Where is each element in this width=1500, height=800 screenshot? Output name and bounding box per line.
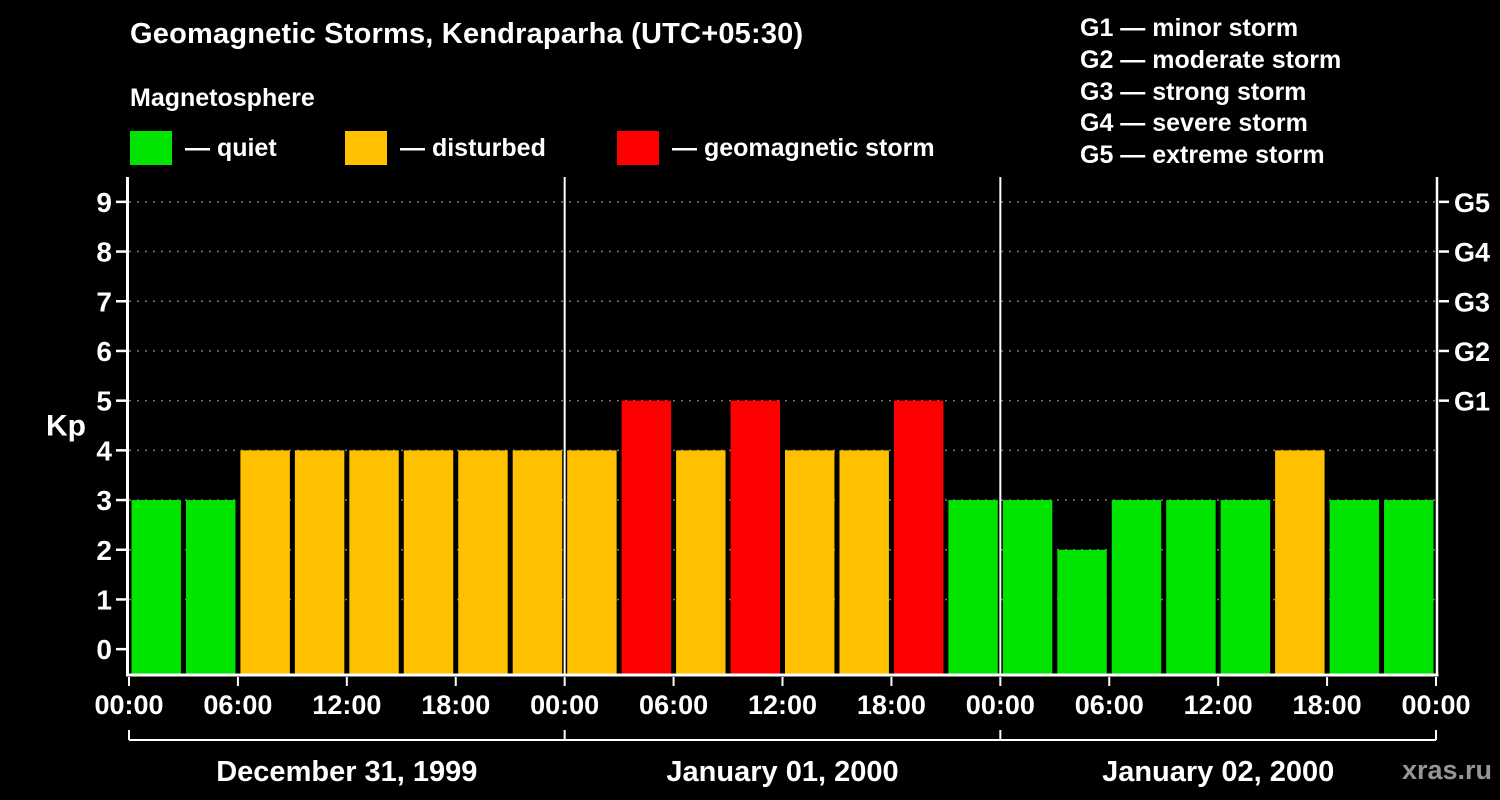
x-tick-label: 06:00 xyxy=(203,690,272,720)
kp-bar xyxy=(1220,500,1271,674)
x-tick-label: 18:00 xyxy=(857,690,926,720)
kp-bar xyxy=(676,450,726,674)
x-tick-label: 00:00 xyxy=(94,690,163,720)
kp-bar xyxy=(1002,500,1053,674)
y-tick-label: 8 xyxy=(96,237,112,268)
y-tick-label: 1 xyxy=(96,584,112,615)
y-tick-label: 7 xyxy=(96,286,112,317)
storm-scale-item-g2: G2 — moderate storm xyxy=(1080,45,1342,74)
kp-bar xyxy=(403,450,454,674)
y-tick-label: 9 xyxy=(96,187,112,218)
legend-swatch-storm xyxy=(617,131,659,165)
legend-label-disturbed: — disturbed xyxy=(400,133,546,162)
legend-item-disturbed: — disturbed xyxy=(345,131,546,165)
x-tick-label: 00:00 xyxy=(1401,690,1470,720)
x-tick-label: 00:00 xyxy=(530,690,599,720)
storm-scale-item-g4: G4 — severe storm xyxy=(1080,109,1308,138)
g-level-label-g5: G5 xyxy=(1454,188,1490,218)
legend-item-storm: — geomagnetic storm xyxy=(617,131,935,165)
date-label: January 02, 2000 xyxy=(1102,756,1334,788)
kp-bar xyxy=(458,450,508,674)
x-tick-label: 12:00 xyxy=(1184,690,1253,720)
kp-bar xyxy=(1275,450,1325,674)
kp-bar xyxy=(294,450,345,674)
y-tick-label: 5 xyxy=(96,386,112,417)
date-label: December 31, 1999 xyxy=(216,756,477,788)
kp-legend: — quiet — disturbed — geomagnetic storm xyxy=(130,131,1090,167)
legend-label-storm: — geomagnetic storm xyxy=(672,133,935,162)
x-tick-label: 06:00 xyxy=(639,690,708,720)
kp-bar xyxy=(349,450,399,674)
legend-label-quiet: — quiet xyxy=(185,133,277,162)
x-tick-label: 18:00 xyxy=(421,690,490,720)
x-tick-label: 12:00 xyxy=(748,690,817,720)
storm-scale-item-g3: G3 — strong storm xyxy=(1080,77,1307,106)
storm-scale-item-g5: G5 — extreme storm xyxy=(1080,141,1325,170)
g-level-label-g2: G2 xyxy=(1454,337,1490,367)
kp-bar xyxy=(621,400,672,674)
kp-bar xyxy=(1111,500,1162,674)
legend-swatch-quiet xyxy=(130,131,172,165)
g-level-label-g1: G1 xyxy=(1454,387,1490,417)
kp-bar xyxy=(1329,500,1380,674)
y-tick-label: 2 xyxy=(96,535,112,566)
y-tick-label: 6 xyxy=(96,336,112,367)
kp-bar xyxy=(567,450,617,674)
x-tick-label: 18:00 xyxy=(1293,690,1362,720)
page-title: Geomagnetic Storms, Kendraparha (UTC+05:… xyxy=(130,18,804,50)
kp-bar xyxy=(785,450,835,674)
watermark-xras: xras.ru xyxy=(1401,755,1492,785)
x-tick-label: 00:00 xyxy=(966,690,1035,720)
legend-item-quiet: — quiet xyxy=(130,131,277,165)
kp-bar xyxy=(730,400,780,674)
g-level-label-g4: G4 xyxy=(1454,238,1490,268)
legend-swatch-disturbed xyxy=(345,131,387,165)
kp-bar xyxy=(131,500,181,674)
y-tick-label: 4 xyxy=(96,435,112,466)
g-level-label-g3: G3 xyxy=(1454,287,1490,317)
y-tick-label: 0 xyxy=(96,634,112,665)
storm-scale-legend: G1 — minor storm G2 — moderate storm G3 — … xyxy=(1080,13,1341,172)
y-axis-title: Kp xyxy=(46,410,86,443)
x-tick-label: 12:00 xyxy=(312,690,381,720)
x-tick-label: 06:00 xyxy=(1075,690,1144,720)
kp-bar xyxy=(839,450,889,674)
magnetosphere-label: Magnetosphere xyxy=(130,84,315,112)
kp-bar xyxy=(1384,500,1434,674)
kp-bar xyxy=(1166,500,1216,674)
kp-bar xyxy=(512,450,563,674)
y-tick-label: 3 xyxy=(96,485,112,516)
kp-bar xyxy=(948,500,998,674)
kp-bar xyxy=(1057,549,1107,674)
kp-bar xyxy=(893,400,944,674)
date-label: January 01, 2000 xyxy=(666,756,898,788)
kp-bar xyxy=(240,450,290,674)
kp-bar xyxy=(185,500,236,674)
storm-scale-item-g1: G1 — minor storm xyxy=(1080,14,1299,42)
